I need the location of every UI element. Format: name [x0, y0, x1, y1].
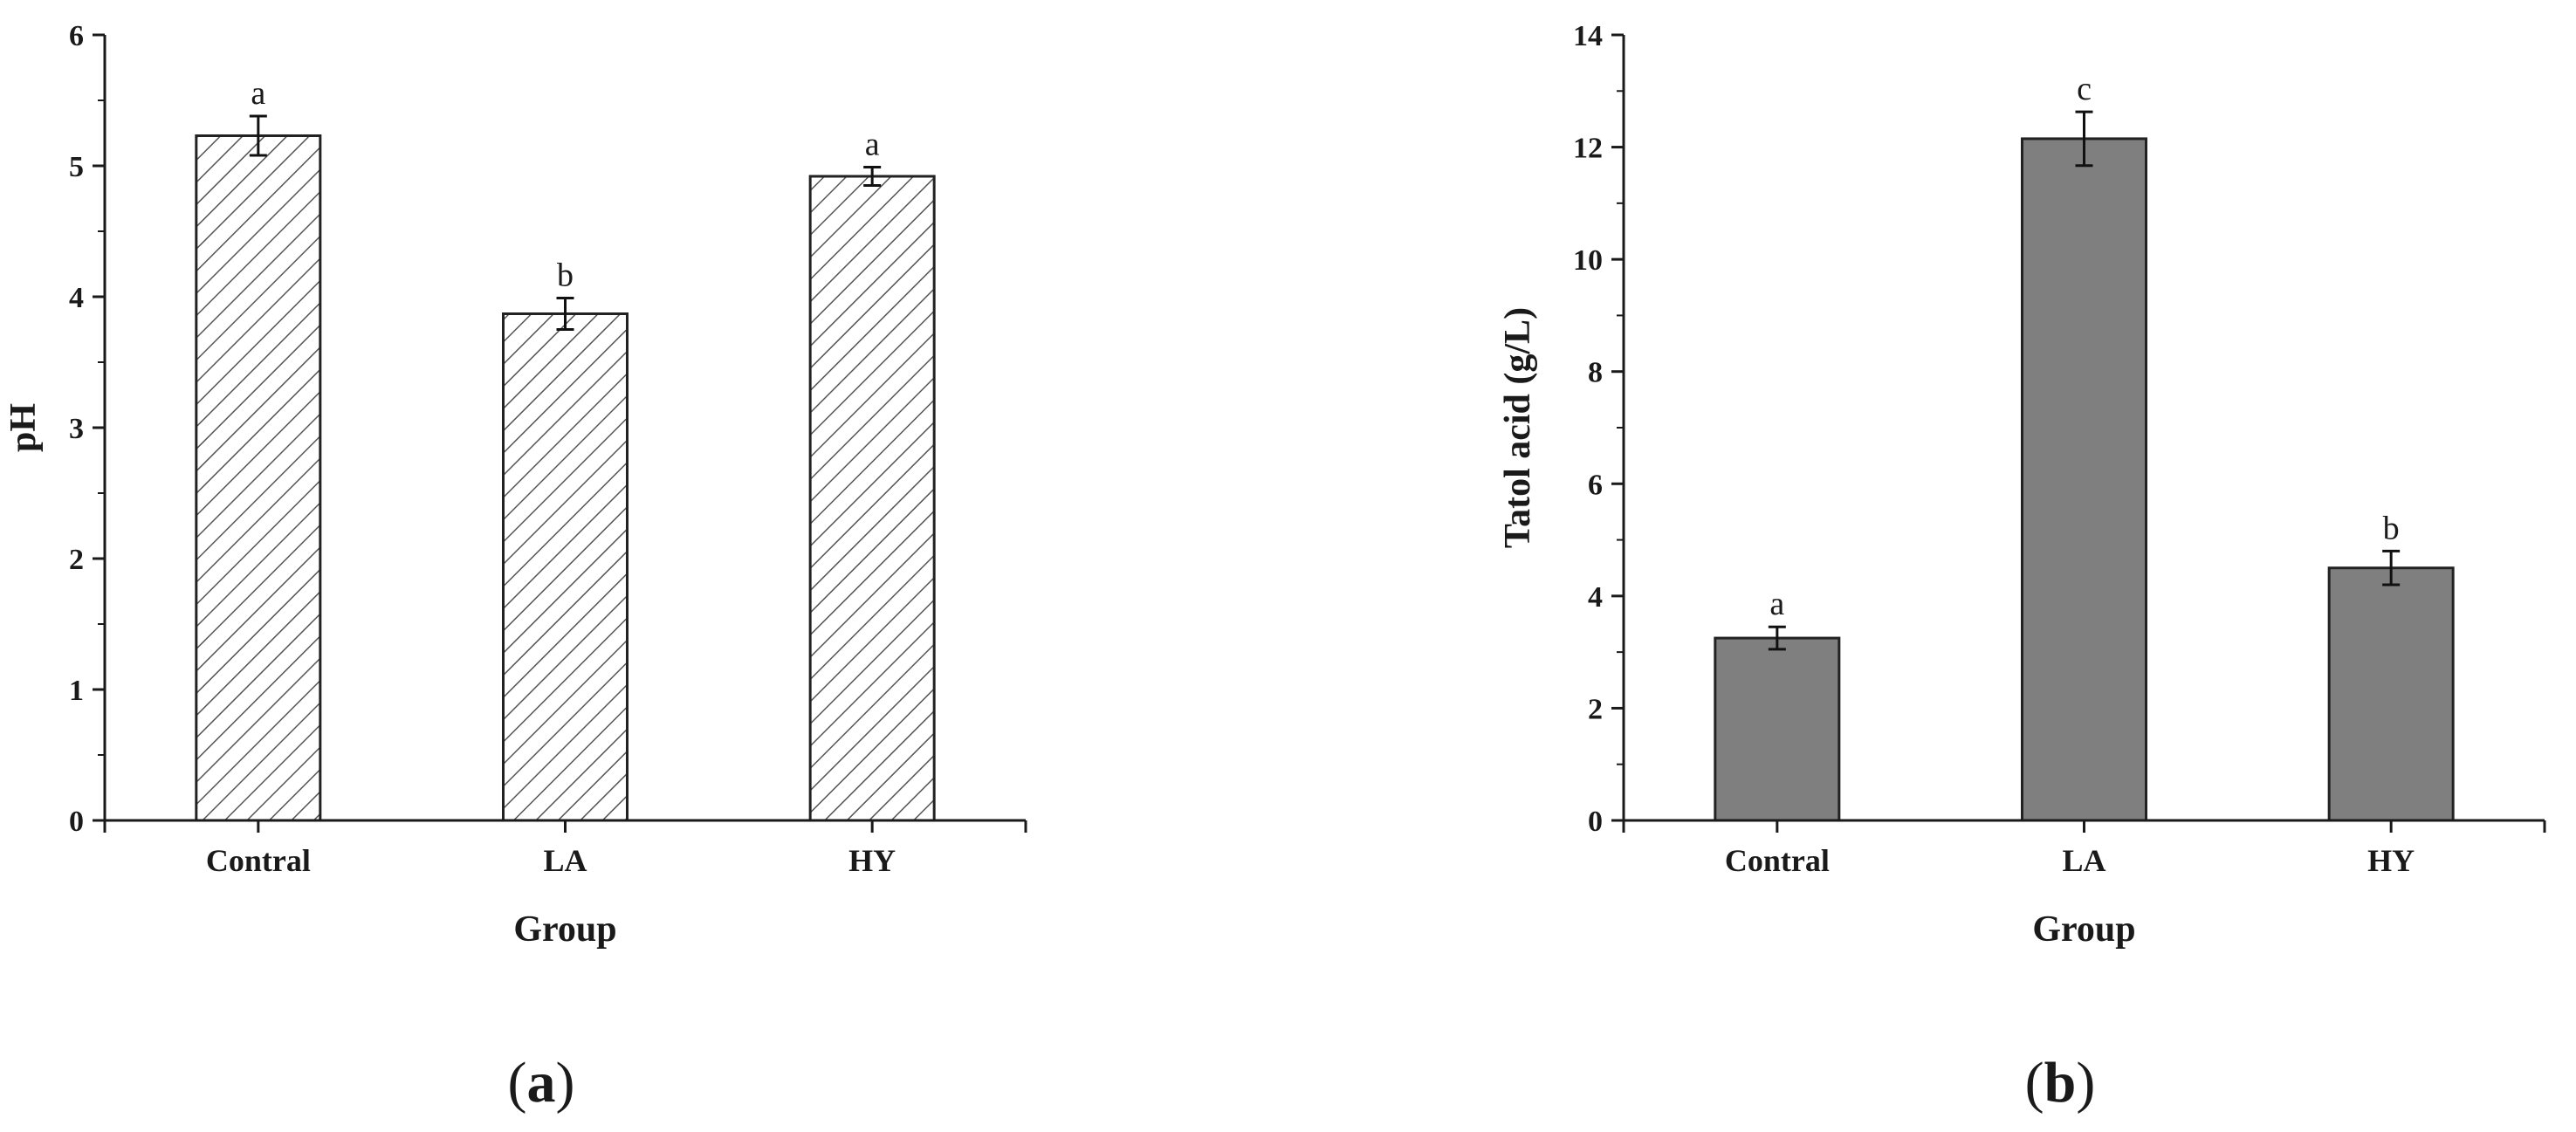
significance-label: b: [557, 257, 574, 294]
significance-label: a: [865, 127, 880, 163]
y-tick-label: 2: [69, 544, 84, 576]
y-tick-label: 5: [69, 151, 84, 183]
y-tick-label: 2: [1588, 693, 1603, 725]
error-bar-la: [2075, 110, 2093, 168]
y-axis-title: Tatol acid (g/L): [1498, 307, 1538, 548]
bar-contral: [195, 134, 322, 822]
y-tick-label: 10: [1573, 244, 1603, 277]
significance-label: c: [2077, 71, 2092, 107]
y-tick-label: 0: [1588, 806, 1603, 838]
bar-la: [502, 312, 629, 822]
bar-hy: [2327, 566, 2455, 822]
error-bar-hy: [863, 166, 882, 187]
y-tick-label: 12: [1573, 133, 1603, 165]
x-axis-title: Group: [2032, 909, 2135, 950]
error-bar-contral: [1768, 625, 1786, 651]
y-axis-title: pH: [3, 403, 44, 452]
x-tick-label-la: LA: [543, 843, 587, 878]
error-bar-la: [556, 297, 574, 331]
y-tick-label: 6: [1588, 469, 1603, 501]
x-axis-title: Group: [513, 909, 616, 950]
significance-label: a: [1769, 586, 1784, 622]
y-tick-label: 3: [69, 413, 84, 445]
error-bar-hy: [2382, 549, 2401, 587]
significance-label: b: [2383, 510, 2400, 546]
y-tick-label: 6: [69, 20, 84, 52]
y-tick-label: 1: [69, 675, 84, 707]
y-tick-label: 8: [1588, 357, 1603, 389]
x-tick-label-hy: HY: [2367, 843, 2415, 878]
chart-panel-a: a b a 0 1 2 3 4 5 6 Contral LA HY Group pH: [3, 20, 1027, 950]
x-tick-label-contral: Contral: [1725, 843, 1830, 878]
bar-la: [2021, 137, 2147, 822]
chart-panel-b: a c b 0 2 4 6 8 10 12 14 Contral LA HY Group Tatol acid…: [1498, 20, 2546, 950]
x-tick-label-la: LA: [2062, 843, 2105, 878]
x-tick-label-hy: HY: [848, 843, 896, 878]
panel-caption-a: (a): [508, 1051, 575, 1115]
x-tick-label-contral: Contral: [206, 843, 311, 878]
y-tick-label: 0: [69, 806, 84, 838]
y-tick-label: 14: [1573, 20, 1603, 52]
bar-contral: [1714, 636, 1841, 822]
bar-hy: [808, 175, 936, 822]
significance-label: a: [251, 75, 265, 112]
y-tick-label: 4: [69, 282, 84, 314]
y-tick-label: 4: [1588, 581, 1603, 614]
panel-caption-b: (b): [2025, 1051, 2096, 1115]
error-bar-contral: [249, 114, 267, 157]
